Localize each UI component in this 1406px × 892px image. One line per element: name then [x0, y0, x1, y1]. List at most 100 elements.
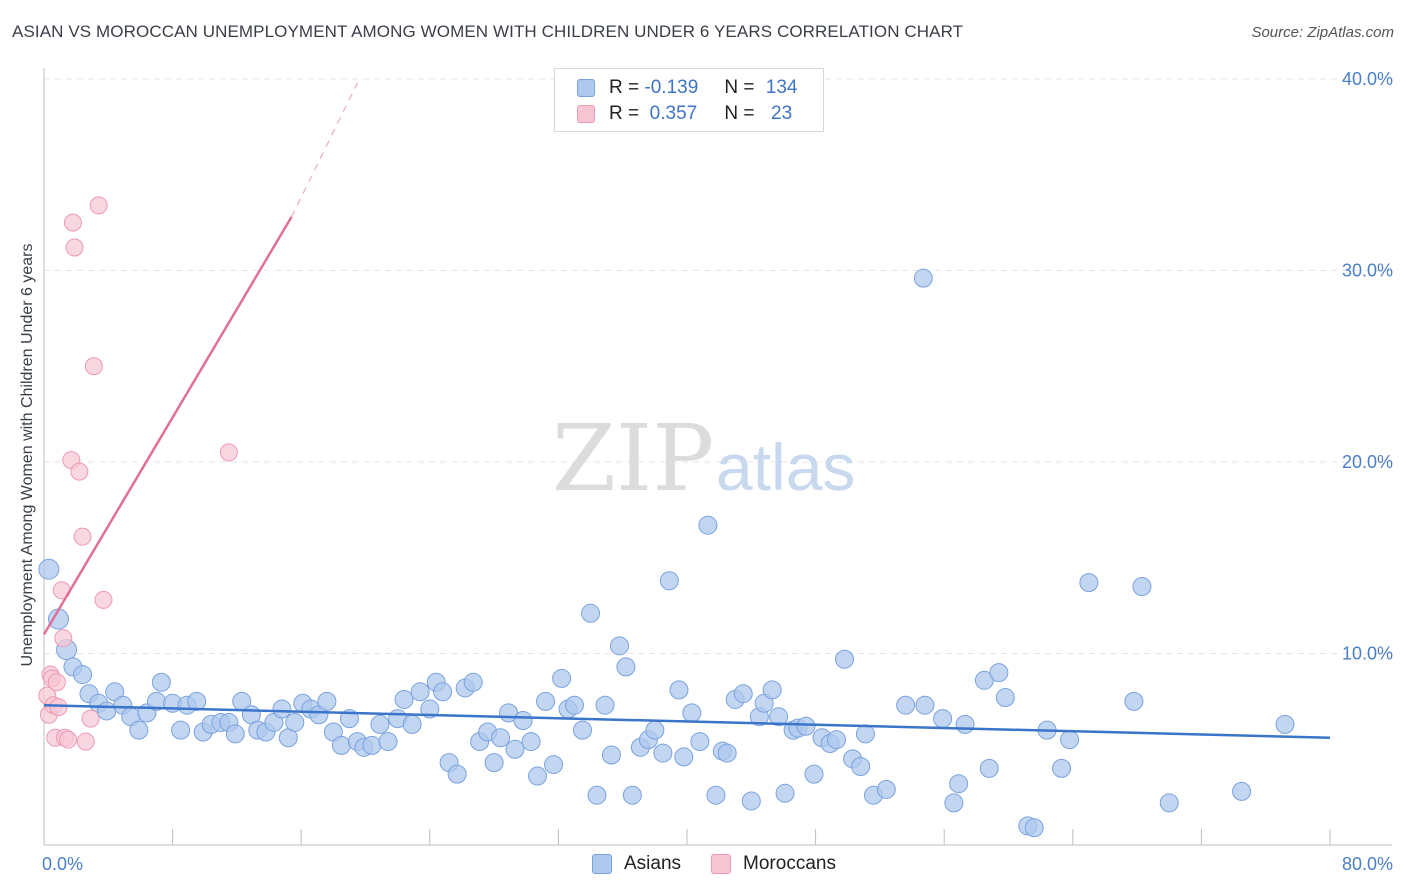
legend-row-asians: R = -0.139 N = 134 [577, 75, 797, 101]
trendline-moroccans [42, 216, 293, 635]
data-point-asians [616, 657, 636, 677]
data-point-moroccans [49, 698, 68, 717]
data-point-asians [933, 709, 953, 729]
data-point-asians [622, 785, 642, 805]
data-point-asians [1232, 781, 1252, 801]
data-point-asians [1024, 818, 1044, 838]
data-point-asians [536, 691, 556, 711]
data-point-asians [544, 755, 564, 775]
data-point-asians [1060, 730, 1080, 750]
data-point-moroccans [76, 732, 95, 751]
y-tick-label: 40.0% [1342, 69, 1393, 89]
y-tick-labels: 10.0% 20.0% 30.0% 40.0% [1342, 69, 1393, 664]
data-point-asians [944, 793, 964, 813]
data-point-asians [609, 636, 629, 656]
data-point-asians [370, 714, 390, 734]
data-point-asians [378, 732, 398, 752]
legend-row-moroccans: R = 0.357 N = 23 [577, 101, 792, 127]
x-tick-label: 80.0% [1342, 854, 1393, 874]
data-point-asians [581, 603, 601, 623]
data-point-asians [835, 649, 855, 669]
data-point-moroccans [70, 462, 89, 481]
data-point-asians [915, 695, 935, 715]
legend-label-asians: Asians [624, 853, 682, 874]
data-point-asians [171, 720, 191, 740]
data-point-asians [317, 691, 337, 711]
data-point-asians [989, 663, 1009, 683]
y-tick-label: 10.0% [1342, 644, 1393, 664]
data-point-asians [491, 728, 511, 748]
data-point-asians [73, 665, 93, 685]
data-point-asians [669, 680, 689, 700]
y-axis-label: Unemployment Among Women with Children U… [19, 243, 36, 667]
y-tick-label: 30.0% [1342, 261, 1393, 281]
data-point-asians [595, 695, 615, 715]
data-point-asians [769, 707, 789, 727]
data-point-moroccans [89, 196, 108, 215]
data-point-moroccans [63, 213, 82, 232]
watermark-zip: ZIP [552, 405, 714, 512]
data-point-asians [564, 695, 584, 715]
data-point-asians [690, 732, 710, 752]
data-point-asians [601, 745, 621, 765]
data-point-asians [796, 716, 816, 736]
series-asians [38, 268, 1295, 838]
gridlines [44, 78, 1392, 654]
legend-swatch-moroccans [711, 854, 732, 874]
data-point-asians [717, 743, 737, 763]
data-point-asians [698, 515, 718, 535]
data-point-asians [804, 764, 824, 784]
data-point-asians [151, 672, 171, 692]
data-point-asians [1052, 758, 1072, 778]
data-point-asians [1275, 714, 1295, 734]
data-point-asians [573, 720, 593, 740]
data-point-asians [659, 571, 679, 591]
data-point-asians [331, 735, 351, 755]
data-point-asians [521, 732, 541, 752]
data-point-asians [463, 672, 483, 692]
x-tick-labels: 0.0% 80.0% [42, 854, 1393, 874]
data-point-asians [285, 712, 305, 732]
data-point-asians [955, 714, 975, 734]
data-point-asians [420, 699, 440, 719]
trendlines [42, 82, 1331, 740]
data-point-asians [674, 747, 694, 767]
data-point-asians [38, 558, 60, 580]
data-point-asians [484, 753, 504, 773]
data-point-moroccans [84, 357, 103, 376]
r-label: R = [609, 103, 640, 124]
data-point-moroccans [47, 673, 66, 692]
data-point-asians [826, 730, 846, 750]
data-point-asians [225, 724, 245, 744]
data-point-asians [645, 720, 665, 740]
legend-swatch-moroccans [577, 105, 595, 123]
legend-label-moroccans: Moroccans [743, 853, 836, 874]
data-point-moroccans [54, 629, 73, 648]
data-point-asians [187, 691, 207, 711]
legend-item-asians[interactable]: Asians [592, 853, 681, 875]
data-point-moroccans [73, 527, 92, 546]
data-point-asians [762, 680, 782, 700]
watermark: ZIP atlas [552, 405, 855, 512]
y-tick-label: 20.0% [1342, 452, 1393, 472]
data-point-asians [775, 783, 795, 803]
data-point-asians [706, 785, 726, 805]
data-point-asians [896, 695, 916, 715]
data-point-asians [995, 688, 1015, 708]
trendline-moroccans-extension [291, 82, 359, 218]
series-legend: Asians Moroccans [592, 850, 866, 878]
data-point-asians [129, 720, 149, 740]
data-point-asians [653, 743, 673, 763]
data-point-asians [362, 735, 382, 755]
data-point-asians [433, 682, 453, 702]
data-point-asians [913, 268, 933, 288]
trendline-asians [43, 703, 1331, 740]
data-point-asians [394, 689, 414, 709]
data-point-asians [851, 756, 871, 776]
legend-item-moroccans[interactable]: Moroccans [711, 853, 836, 875]
data-point-asians [552, 668, 572, 688]
data-point-moroccans [59, 730, 78, 749]
data-point-asians [949, 774, 969, 794]
n-value: 134 [765, 77, 798, 98]
